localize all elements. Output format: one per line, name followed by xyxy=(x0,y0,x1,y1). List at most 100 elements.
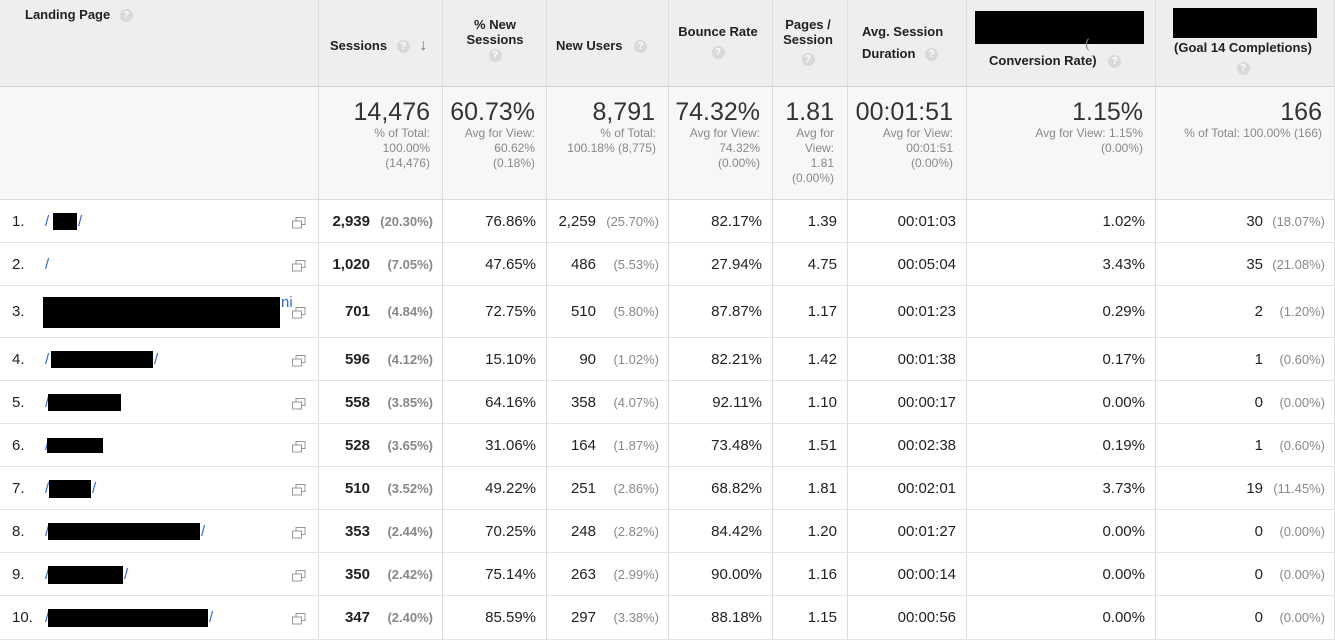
header-bounce-rate[interactable]: Bounce Rate ? xyxy=(669,24,767,60)
header-new-users[interactable]: New Users ? xyxy=(556,38,666,54)
landing-page-prefix[interactable]: / xyxy=(45,212,50,230)
goal-completions-value: 0 xyxy=(1254,609,1263,626)
goal-completions-value: 19 xyxy=(1246,479,1263,497)
total-bounce-sub1: Avg for View: xyxy=(689,126,760,140)
header-conversion-rate[interactable]: Conversion Rate) ? xyxy=(989,53,1154,69)
landing-page-prefix[interactable]: / xyxy=(45,479,50,497)
pages-session-value: 1.16 xyxy=(807,565,837,583)
landing-page-link[interactable]: / xyxy=(45,394,49,411)
totals-row xyxy=(0,87,1335,200)
landing-page-link[interactable]: / xyxy=(45,566,49,583)
open-page-icon[interactable] xyxy=(292,440,306,452)
open-page-icon[interactable] xyxy=(292,397,306,409)
open-page-icon[interactable] xyxy=(292,306,306,319)
avg-duration-value: 00:02:01 xyxy=(897,479,956,497)
help-icon[interactable]: ? xyxy=(119,9,133,23)
goal-completions-value: 1 xyxy=(1254,436,1263,454)
sort-desc-icon[interactable]: ↓ xyxy=(419,37,428,54)
header-avg-duration[interactable]: Avg. Session Duration ? xyxy=(862,24,962,62)
landing-page-link[interactable]: / xyxy=(45,609,49,626)
help-icon[interactable]: ? xyxy=(1236,62,1250,76)
landing-page-suffix[interactable]: / xyxy=(124,565,129,583)
landing-page-prefix[interactable]: / xyxy=(45,566,49,583)
new-users-percent: (2.99%) xyxy=(613,566,659,582)
row-number: 10. xyxy=(12,609,33,626)
total-pages-sub2: View: xyxy=(804,141,834,155)
col-divider xyxy=(669,0,773,640)
open-page-icon[interactable] xyxy=(292,216,306,228)
sessions-percent: (3.85%) xyxy=(387,394,433,410)
goal-completions-percent: (0.00%) xyxy=(1279,566,1325,582)
pages-session-value: 1.39 xyxy=(807,212,837,230)
landing-page-prefix[interactable]: / xyxy=(45,394,49,411)
new-users-value: 248 xyxy=(570,522,596,540)
conversion-rate-value: 0.00% xyxy=(1102,609,1145,626)
total-bounce-sub: Avg for View: 74.32% (0.00%) xyxy=(669,126,760,171)
open-page-icon[interactable] xyxy=(292,354,306,366)
new-users-value: 2,259 xyxy=(558,212,596,230)
landing-page-prefix[interactable]: / xyxy=(45,255,50,273)
new-users-percent: (25.70%) xyxy=(606,213,659,229)
new-sessions-value: 72.75% xyxy=(485,303,536,320)
help-icon[interactable]: ? xyxy=(711,46,725,60)
open-page-icon[interactable] xyxy=(292,526,306,538)
help-icon[interactable]: ? xyxy=(1108,55,1122,69)
total-pages-value: 1.81 xyxy=(785,98,834,126)
total-sessions-sub2: 100.00% xyxy=(382,141,430,155)
header-new-sessions[interactable]: % New Sessions ? xyxy=(443,17,547,63)
landing-page-suffix[interactable]: ni xyxy=(281,294,293,311)
landing-page-link[interactable]: / xyxy=(45,351,49,368)
new-users-percent: (5.80%) xyxy=(613,304,659,319)
landing-page-prefix[interactable]: / xyxy=(45,609,49,626)
table-row xyxy=(0,381,1335,424)
header-pages-session[interactable]: Pages / Session ? xyxy=(773,17,843,67)
header-landing-page-label: Landing Page xyxy=(25,7,111,22)
header-new-sessions-line1: % New xyxy=(474,17,516,32)
sessions-value: 2,939 xyxy=(332,212,370,230)
landing-page-link[interactable]: / xyxy=(45,213,49,230)
new-users-percent: (3.38%) xyxy=(613,610,659,625)
conversion-rate-value: 0.29% xyxy=(1102,303,1145,320)
help-icon[interactable]: ? xyxy=(925,48,939,62)
landing-page-link[interactable]: / xyxy=(45,523,49,540)
conversion-rate-value: 0.19% xyxy=(1102,436,1145,454)
help-icon[interactable]: ? xyxy=(634,40,648,54)
landing-page-link[interactable]: / xyxy=(45,480,49,497)
header-landing-page[interactable]: Landing Page ? xyxy=(25,7,133,23)
redacted-header-goal xyxy=(1173,8,1317,38)
sessions-percent: (7.05%) xyxy=(387,256,433,272)
new-sessions-value: 75.14% xyxy=(485,565,536,583)
redacted-landing-page xyxy=(47,438,103,453)
header-sessions[interactable]: Sessions ? ↓ xyxy=(330,37,440,54)
help-icon[interactable]: ? xyxy=(488,49,502,63)
new-sessions-value: 31.06% xyxy=(485,436,536,454)
goal-completions-percent: (0.60%) xyxy=(1279,351,1325,367)
open-page-icon[interactable] xyxy=(292,569,306,581)
total-sessions-sub3: (14,476) xyxy=(385,156,430,170)
help-icon[interactable]: ? xyxy=(801,53,815,67)
bounce-rate-value: 73.48% xyxy=(711,436,762,454)
landing-page-prefix[interactable]: / xyxy=(45,523,49,540)
new-users-value: 164 xyxy=(570,436,596,454)
conversion-rate-value: 0.00% xyxy=(1102,565,1145,583)
redacted-landing-page xyxy=(48,609,208,627)
pages-session-value: 1.15 xyxy=(807,609,837,626)
landing-page-suffix[interactable]: / xyxy=(78,212,83,230)
open-page-icon[interactable] xyxy=(292,483,306,495)
header-goal-completions[interactable]: (Goal 14 Completions) ? xyxy=(1156,40,1330,76)
header-duration-line1: Avg. Session xyxy=(862,24,944,39)
pages-session-value: 1.51 xyxy=(807,436,837,454)
sessions-percent: (4.12%) xyxy=(387,351,433,367)
help-icon[interactable]: ? xyxy=(396,40,410,54)
new-sessions-value: 15.10% xyxy=(485,350,536,368)
open-page-icon[interactable] xyxy=(292,259,306,271)
landing-page-link[interactable]: / xyxy=(45,256,49,273)
landing-page-suffix[interactable]: / xyxy=(209,609,214,626)
bounce-rate-value: 90.00% xyxy=(711,565,762,583)
open-page-icon[interactable] xyxy=(292,612,306,625)
landing-page-suffix[interactable]: / xyxy=(201,522,206,540)
landing-page-suffix[interactable]: / xyxy=(154,350,159,368)
landing-page-suffix[interactable]: / xyxy=(92,479,97,497)
landing-page-prefix[interactable]: / xyxy=(45,350,50,368)
avg-duration-value: 00:01:27 xyxy=(897,522,956,540)
